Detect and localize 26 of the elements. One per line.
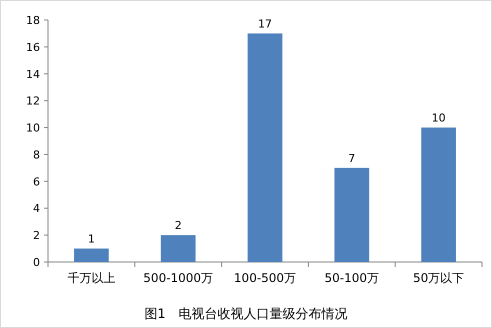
y-tick-label: 16	[26, 40, 40, 54]
y-tick-label: 6	[33, 175, 40, 188]
data-label: 2	[174, 219, 182, 232]
x-tick-label: 500-1000万	[143, 271, 214, 285]
bar	[334, 168, 370, 262]
text: 图1 电视台收视人口量级分布情况	[144, 307, 348, 322]
bar	[74, 248, 109, 262]
data-label: 7	[348, 152, 356, 165]
x-tick-label: 50万以下	[412, 271, 464, 285]
y-tick-label: 4	[33, 202, 40, 216]
bar	[160, 235, 196, 262]
y-tick-label: 12	[26, 94, 40, 108]
bar	[248, 33, 282, 262]
data-label: 10	[432, 112, 446, 125]
y-tick-label: 18	[26, 14, 40, 27]
x-tick-label: 50-100万	[324, 271, 380, 285]
y-tick-label: 0	[33, 256, 40, 269]
y-tick-label: 10	[26, 122, 40, 135]
data-label: 1	[88, 232, 95, 246]
data-label: 17	[258, 17, 272, 30]
y-tick-label: 8	[33, 148, 40, 162]
bar	[421, 128, 456, 262]
y-tick-label: 14	[26, 68, 40, 81]
x-tick-label: 100-500万	[234, 271, 296, 285]
x-tick-label: 千万以上	[67, 271, 116, 285]
y-tick-label: 2	[33, 229, 40, 242]
